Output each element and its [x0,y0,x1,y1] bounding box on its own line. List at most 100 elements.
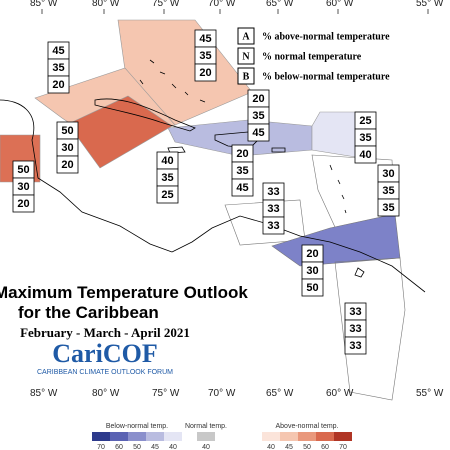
box-cell [247,123,270,142]
legend-key-box [237,47,255,65]
box-value: 20 [306,248,318,260]
box-cell [301,278,324,297]
box-value: 30 [17,181,29,193]
colorbar-label: 60 [115,444,123,450]
probability-box: 25 35 40 [354,111,377,164]
box-value: 45 [252,127,264,139]
box-cell [194,63,217,82]
colorbar-label: 40 [267,444,275,450]
box-cell [47,75,70,94]
colorbar-heading: Below-normal temp. [106,423,168,430]
box-value: 50 [17,164,29,176]
box-value: 35 [252,110,264,122]
box-value: 25 [359,115,371,127]
box-cell [344,336,367,355]
box-cell [262,216,285,235]
box-value: 20 [52,79,64,91]
longitude-label: 80° W [92,388,120,399]
box-cell [231,178,254,197]
logo: CariCOF [52,339,157,368]
box-value: 20 [17,198,29,210]
logo-caption: CARIBBEAN CLIMATE OUTLOOK FORUM [37,369,173,376]
colorbar-label: 45 [151,444,159,450]
colorbar-label: 40 [169,444,177,450]
colorbar-label: 50 [303,444,311,450]
probability-box: 20 30 50 [301,244,324,297]
longitude-label: 85° W [30,388,58,399]
box-value: 40 [359,149,371,161]
probability-box: 33 33 33 [344,302,367,355]
longitude-label: 65° W [266,388,294,399]
box-cell [354,145,377,164]
box-value: 33 [267,186,279,198]
legend-text: % below-normal temperature [262,71,390,82]
longitude-label: 70° W [208,0,236,9]
title: for the Caribbean [18,303,159,322]
legend-key: A [242,31,250,42]
probability-box: 33 33 33 [262,182,285,235]
box-cell [377,198,400,217]
box-cell [12,194,35,213]
box-value: 20 [199,67,211,79]
colorbar-label: 45 [285,444,293,450]
legend-key: N [242,51,250,62]
box-value: 33 [349,306,361,318]
longitude-label: 85° W [30,0,58,9]
probability-box: 45 35 20 [47,41,70,94]
box-value: 20 [61,159,73,171]
colorbar-label: 70 [339,444,347,450]
probability-box: 50 30 20 [56,121,79,174]
probability-box: 45 35 20 [194,29,217,82]
box-value: 20 [252,93,264,105]
longitude-label: 75° W [152,388,180,399]
probability-box: 40 35 25 [156,151,179,204]
box-value: 35 [382,185,394,197]
box-value: 50 [306,282,318,294]
box-value: 30 [382,168,394,180]
region [311,111,363,159]
longitude-label: 55° W [416,0,444,9]
probability-box: 20 35 45 [231,144,254,197]
longitude-label: 60° W [326,0,354,9]
colorbar-heading: Above-normal temp. [275,423,338,430]
box-value: 50 [61,125,73,137]
region [334,257,406,401]
box-value: 30 [306,265,318,277]
box-value: 25 [161,189,173,201]
box-cell [56,155,79,174]
probability-box: 20 35 45 [247,89,270,142]
legend-text: % normal temperature [262,51,362,62]
colorbar-label: 60 [321,444,329,450]
box-value: 35 [359,132,371,144]
box-value: 33 [267,220,279,232]
box-cell [156,185,179,204]
longitude-label: 65° W [266,0,294,9]
legend: A % above-normal temperature N % normal tem… [237,27,390,85]
box-value: 33 [267,203,279,215]
probability-box: 30 35 35 [377,164,400,217]
legend-text: % above-normal temperature [262,31,390,42]
subtitle: February - March - April 2021 [20,325,190,340]
box-value: 45 [236,182,248,194]
box-value: 20 [236,148,248,160]
colorbar-label: 70 [97,444,105,450]
longitude-label: 80° W [92,0,120,9]
colorbar [92,432,352,441]
box-value: 45 [199,33,211,45]
box-value: 35 [161,172,173,184]
region [271,213,401,267]
colorbar-heading: Normal temp. [185,423,227,430]
longitude-label: 70° W [208,388,236,399]
box-value: 33 [349,340,361,352]
legend-key-box [237,27,255,45]
longitude-label: 75° W [152,0,180,9]
box-value: 35 [199,50,211,62]
legend-key-box [237,67,255,85]
longitude-label: 55° W [416,388,444,399]
colorbar-label: 50 [133,444,141,450]
box-value: 35 [52,62,64,74]
box-value: 45 [52,45,64,57]
box-value: 40 [161,155,173,167]
colorbar-label: 40 [202,444,210,450]
